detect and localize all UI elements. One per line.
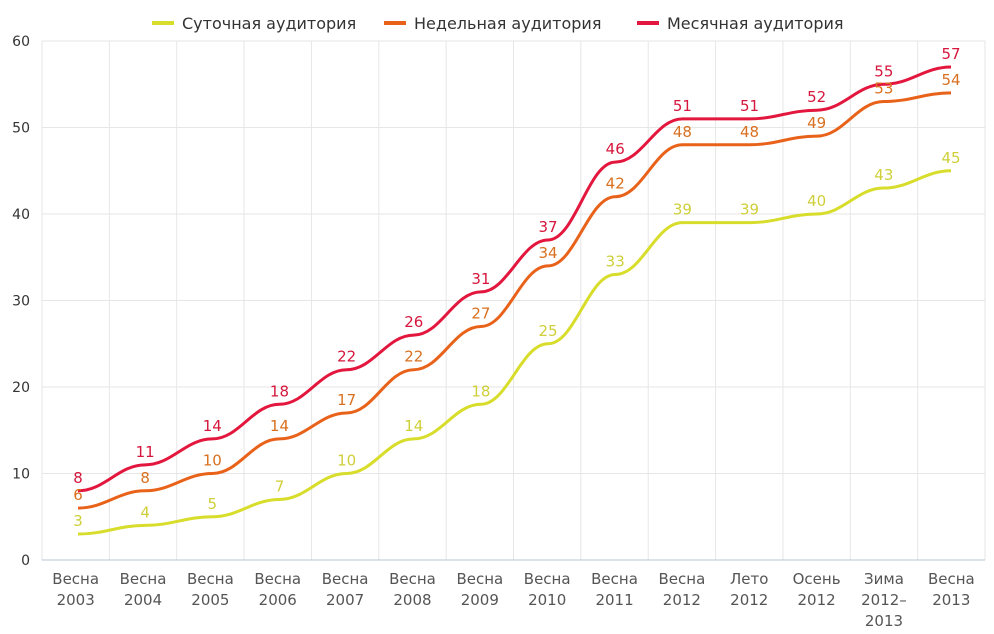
data-label: 55 xyxy=(874,62,893,80)
data-label: 54 xyxy=(941,71,960,89)
data-label: 53 xyxy=(874,80,893,98)
y-tick-label: 10 xyxy=(12,467,30,483)
legend-label: Недельная аудитория xyxy=(414,14,601,33)
y-tick-label: 30 xyxy=(12,294,30,310)
data-label: 40 xyxy=(807,192,826,210)
legend-swatch xyxy=(637,21,659,25)
x-tick-label: Весна xyxy=(456,570,503,588)
data-label: 48 xyxy=(673,123,692,141)
x-tick-label: Весна xyxy=(52,570,99,588)
x-tick-label: 2012– xyxy=(861,591,907,609)
legend-label: Месячная аудитория xyxy=(667,14,844,33)
data-label: 52 xyxy=(807,88,826,106)
x-tick-label: Весна xyxy=(928,570,975,588)
data-label: 26 xyxy=(404,313,423,331)
x-tick-label: Весна xyxy=(120,570,167,588)
data-label: 17 xyxy=(337,391,356,409)
x-tick-label: Осень xyxy=(793,570,841,588)
x-tick-label: 2006 xyxy=(259,591,297,609)
legend-swatch xyxy=(384,21,406,25)
x-tick-label: 2011 xyxy=(595,591,633,609)
data-label: 4 xyxy=(140,503,150,521)
x-axis: Весна 2003 Весна 2004 Весна 2005 Весна 2006 Весн… xyxy=(52,570,974,630)
series-line xyxy=(77,169,952,536)
data-label: 14 xyxy=(404,417,423,435)
y-tick-label: 0 xyxy=(21,553,30,569)
data-label: 22 xyxy=(337,348,356,366)
data-label: 39 xyxy=(673,201,692,219)
data-label: 7 xyxy=(275,477,285,495)
data-label: 3 xyxy=(73,512,83,530)
x-tick-label: 2013 xyxy=(932,591,970,609)
data-label: 34 xyxy=(539,244,558,262)
x-tick-label: Весна xyxy=(254,570,301,588)
y-tick-label: 40 xyxy=(12,207,30,223)
x-tick-label: Весна xyxy=(187,570,234,588)
x-tick-label: Весна xyxy=(389,570,436,588)
legend-swatch xyxy=(152,21,174,25)
legend: Суточная аудитория Недельная аудитория Мес… xyxy=(152,14,844,33)
y-tick-label: 60 xyxy=(12,34,30,50)
data-label: 49 xyxy=(807,114,826,132)
x-tick-label: 2008 xyxy=(393,591,431,609)
legend-label: Суточная аудитория xyxy=(182,14,356,33)
data-label: 5 xyxy=(208,495,218,513)
data-label: 8 xyxy=(73,469,83,487)
y-tick-label: 50 xyxy=(12,121,30,137)
x-tick-label: 2010 xyxy=(528,591,566,609)
data-label: 10 xyxy=(203,452,222,470)
series-line xyxy=(77,65,952,493)
data-label: 18 xyxy=(471,382,490,400)
x-tick-label: Весна xyxy=(591,570,638,588)
data-label: 45 xyxy=(941,149,960,167)
data-label: 6 xyxy=(73,486,83,504)
data-label: 43 xyxy=(874,166,893,184)
x-tick-label: 2007 xyxy=(326,591,364,609)
data-label: 48 xyxy=(740,123,759,141)
x-tick-label: Весна xyxy=(524,570,571,588)
data-label: 14 xyxy=(203,417,222,435)
data-label: 22 xyxy=(404,348,423,366)
data-label: 42 xyxy=(606,175,625,193)
data-label: 57 xyxy=(941,45,960,63)
x-tick-label: 2012 xyxy=(663,591,701,609)
data-label: 31 xyxy=(471,270,490,288)
data-label: 14 xyxy=(270,417,289,435)
data-label: 39 xyxy=(740,201,759,219)
x-tick-label: 2012 xyxy=(798,591,836,609)
data-label: 37 xyxy=(539,218,558,236)
x-tick-label: 2005 xyxy=(191,591,229,609)
x-tick-label: 2009 xyxy=(461,591,499,609)
data-label: 10 xyxy=(337,452,356,470)
x-tick-label: 2012 xyxy=(730,591,768,609)
x-tick-label: 2003 xyxy=(57,591,95,609)
x-tick-label: Весна xyxy=(322,570,369,588)
y-tick-label: 20 xyxy=(12,380,30,396)
x-tick-label: Зима xyxy=(864,570,904,588)
data-label: 51 xyxy=(740,97,759,115)
data-label: 51 xyxy=(673,97,692,115)
grid xyxy=(41,40,986,561)
data-label: 25 xyxy=(539,322,558,340)
series-line xyxy=(77,91,952,510)
data-label: 11 xyxy=(136,443,155,461)
x-tick-label: 2004 xyxy=(124,591,162,609)
y-axis: 0 10 20 30 40 50 60 xyxy=(12,34,30,569)
data-label: 33 xyxy=(606,253,625,271)
data-label: 46 xyxy=(606,140,625,158)
data-label: 8 xyxy=(140,469,150,487)
series-lines xyxy=(77,65,952,536)
data-label: 18 xyxy=(270,382,289,400)
data-label: 27 xyxy=(471,304,490,322)
x-tick-label: 2013 xyxy=(865,612,903,630)
x-tick-label: Весна xyxy=(659,570,706,588)
x-tick-label: Лето xyxy=(730,570,768,588)
